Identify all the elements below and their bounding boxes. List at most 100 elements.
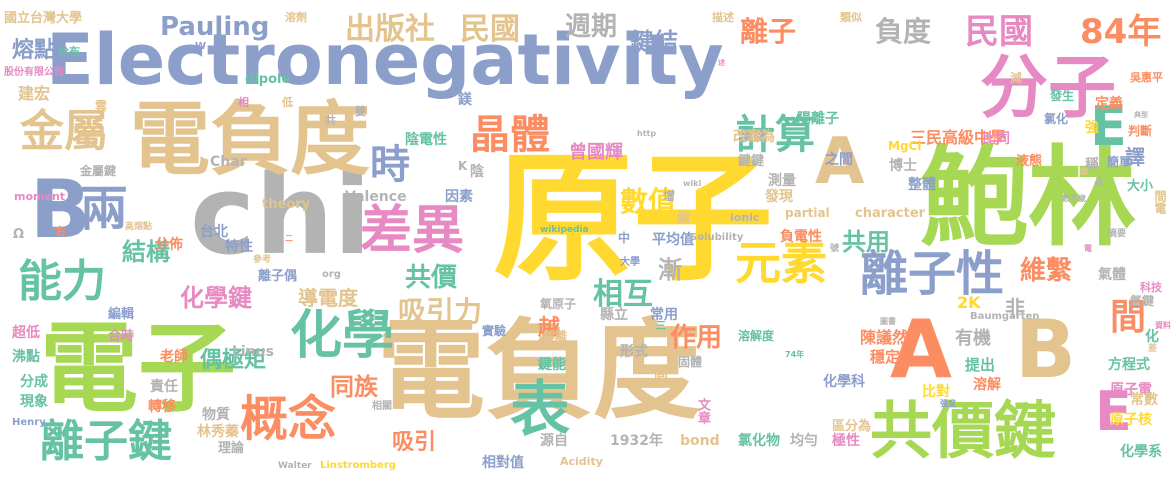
word-item: 陽離子 [797,111,839,127]
word-item: bond [680,433,720,449]
word-item: 能力 [18,256,106,307]
word-item: 大學 [620,257,640,268]
word-item: 分布 [58,45,80,58]
word-item: Ω [13,227,25,242]
word-item: 有機 [955,328,991,349]
word-item: 熔點 [12,38,57,63]
word-item: 解離 [543,329,568,343]
word-item: 改寫為 [733,129,775,145]
word-item: 因素 [445,189,473,205]
word-item: 出版社 [345,12,435,47]
word-item: 三 [656,321,666,332]
word-item: 離子鍵 [40,416,172,467]
word-item: 文章 [695,398,710,424]
word-item: B [1015,303,1076,396]
word-item: W [195,41,207,52]
word-item: 科技 [1140,281,1162,294]
word-item: ionic [730,211,760,224]
word-item: 鍵鍵 [738,154,765,169]
word-item: 負度 [875,15,932,48]
word-item: 雙 [355,105,366,118]
word-item: Pauling [160,12,270,42]
word-item: 電子 [40,312,237,426]
word-item: 之間 [825,152,853,168]
word-item: 晶體 [470,112,550,158]
word-item: 化學鍵 [180,284,252,312]
word-item: 數李歲 [1062,194,1086,203]
word-item: 吸引 [392,430,437,455]
word-item: 兩 [80,181,129,237]
word-item: Char [210,154,247,170]
word-item: 發現 [765,189,793,205]
word-item: 價鍵 [739,129,767,145]
word-item: 固體 [678,355,703,369]
word-item: 實驗 [482,324,507,338]
word-item: Valence [345,189,407,205]
word-item: 陰電性 [405,132,447,148]
word-item: 建宏 [18,84,51,103]
word-item: Walter [278,461,312,471]
word-item: 鍵能 [538,357,566,373]
word-item: 低 [282,96,293,109]
word-item: 氧鍵 [1130,294,1155,308]
word-item: 物質 [202,407,230,423]
word-item: 原子 [493,138,774,301]
word-item: 離 [1080,167,1088,176]
word-item: 參考 [253,255,272,265]
word-item: 描述 [712,11,734,24]
word-item: K [458,159,468,173]
word-item: 分成 [20,374,48,390]
word-item: 高 [652,365,668,379]
word-item: 特性 [225,239,253,255]
word-item: 轉移 [148,399,176,415]
word-item: 博士 [889,158,917,174]
word-item: 發生 [1050,89,1075,103]
word-item: Henry [12,417,46,428]
word-item: 結構 [122,238,170,266]
word-item: 金屬 [20,106,108,157]
word-item: 鮑林 [920,136,1137,261]
word-item: Solubility [690,232,744,243]
word-item: 定義 [1095,96,1123,112]
word-item: 穩定 [870,348,901,366]
word-item: 越 [538,316,561,341]
word-item: Baumgarten [970,311,1040,322]
word-item: 合時 [108,329,135,344]
word-item: 共價 [405,263,458,293]
word-item: 化學 [290,306,395,366]
word-item: 時 [370,142,410,188]
word-item: 分子 [980,49,1117,128]
word-item: 化學系 [1120,444,1162,460]
word-item: wikipedia [540,225,589,235]
word-item: 維繫 [1020,256,1073,286]
word-item: 負電性 [780,229,822,245]
word-item: 74年 [785,350,805,359]
word-item: http [637,129,657,138]
word-item: 國立台灣大學 [4,11,83,26]
word-item: 晶 [1095,177,1103,186]
word-item: 鍵結 [630,28,678,56]
word-item: chi [190,151,372,279]
word-item: 陳議然 [860,328,909,347]
word-item: 林秀蓁 [197,424,239,440]
word-item: 責任 [150,379,178,395]
word-item: 吸引力 [398,295,483,328]
word-item: 氯化 [1044,112,1069,126]
word-item: 現象 [20,394,48,410]
word-item: 提出 [965,356,996,374]
word-item: Electronegativity [46,19,724,101]
word-item: E [1090,95,1127,158]
word-item: 溶解度 [738,329,775,343]
word-item: 原子電 [1110,382,1152,398]
word-item: 理論 [218,441,245,456]
word-item: 圖書 [880,317,896,326]
word-item: 差 [1148,344,1158,354]
word-item: 區分為 [832,419,872,434]
word-item: 高熔點 [125,222,153,232]
word-item: 增 [663,189,676,203]
word-item: 2K [957,293,981,312]
word-item: 相對值 [482,455,524,471]
word-item: 縣立 [600,307,628,323]
word-item: 編輯 [108,307,135,322]
